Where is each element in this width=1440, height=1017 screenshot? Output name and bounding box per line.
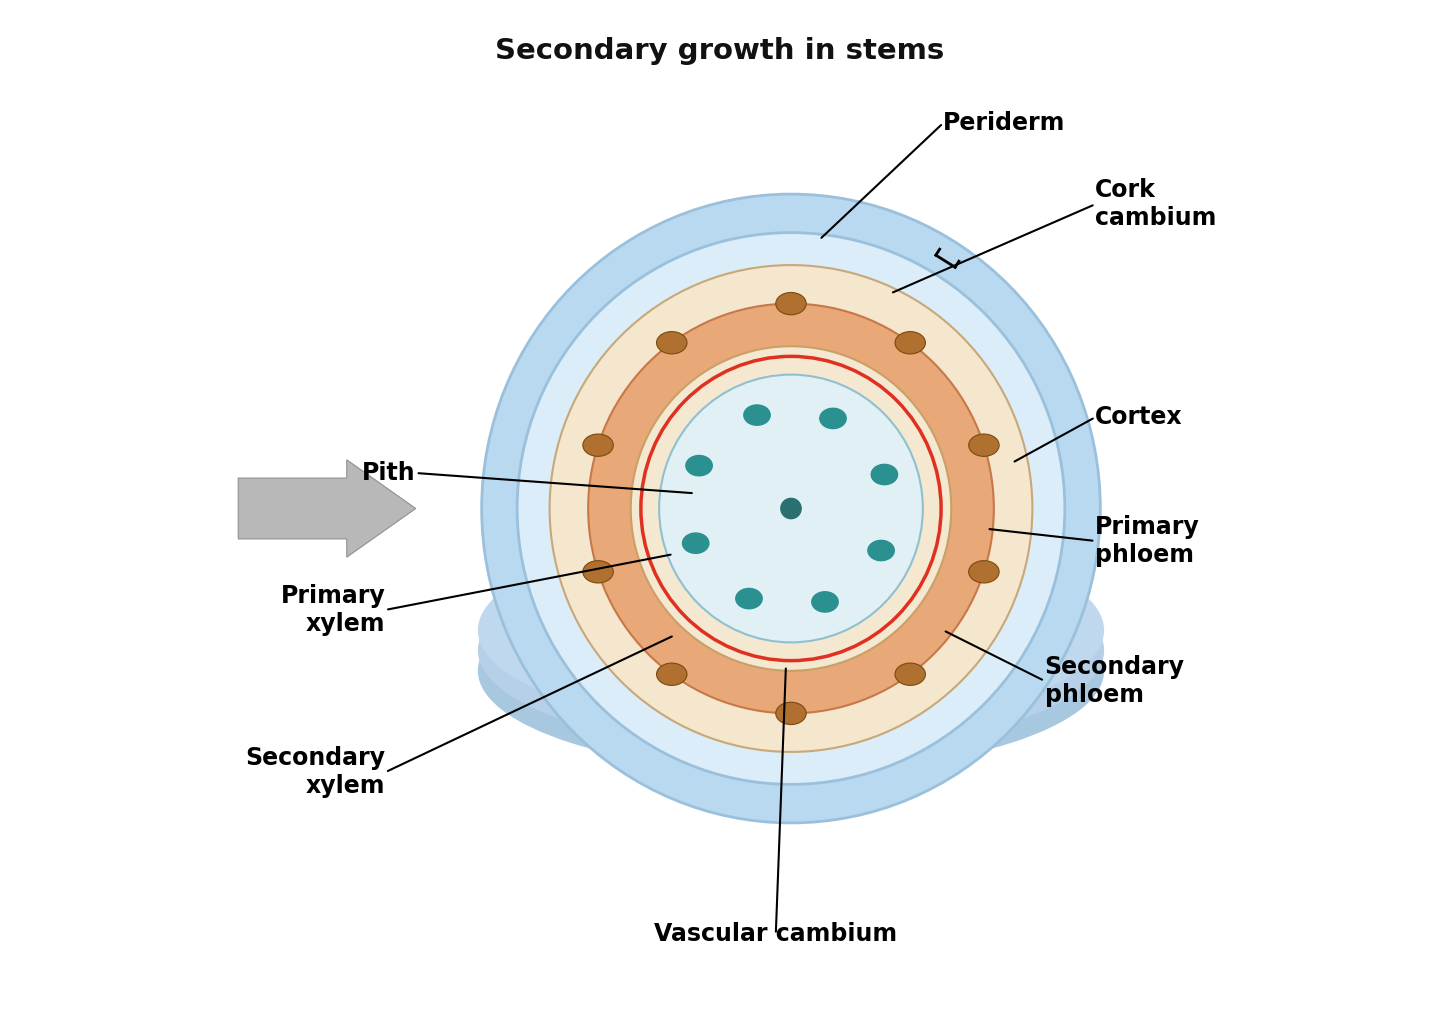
- Text: Secondary
phloem: Secondary phloem: [1044, 655, 1185, 707]
- Ellipse shape: [583, 560, 613, 583]
- Text: Primary
xylem: Primary xylem: [281, 584, 386, 636]
- Ellipse shape: [478, 571, 1103, 771]
- Ellipse shape: [871, 465, 897, 485]
- Ellipse shape: [819, 408, 847, 428]
- Ellipse shape: [660, 374, 923, 643]
- Text: Vascular cambium: Vascular cambium: [654, 922, 897, 947]
- Text: Secondary
xylem: Secondary xylem: [245, 746, 386, 798]
- Ellipse shape: [896, 663, 926, 685]
- Ellipse shape: [868, 540, 894, 560]
- Ellipse shape: [776, 293, 806, 315]
- Ellipse shape: [588, 304, 994, 713]
- Ellipse shape: [812, 592, 838, 612]
- Text: Cortex: Cortex: [1096, 405, 1182, 429]
- Ellipse shape: [896, 332, 926, 354]
- Text: Secondary growth in stems: Secondary growth in stems: [495, 37, 945, 65]
- Text: Primary
phloem: Primary phloem: [1096, 515, 1200, 566]
- Text: Pith: Pith: [361, 461, 416, 485]
- Ellipse shape: [657, 663, 687, 685]
- Ellipse shape: [776, 702, 806, 724]
- Ellipse shape: [969, 434, 999, 457]
- Ellipse shape: [517, 233, 1064, 784]
- Ellipse shape: [478, 550, 1103, 752]
- Polygon shape: [238, 460, 416, 557]
- Ellipse shape: [478, 530, 1103, 731]
- Ellipse shape: [550, 265, 1032, 752]
- Ellipse shape: [641, 356, 942, 661]
- Ellipse shape: [685, 456, 713, 476]
- Ellipse shape: [683, 533, 708, 553]
- Ellipse shape: [481, 194, 1100, 823]
- Ellipse shape: [657, 332, 687, 354]
- Ellipse shape: [631, 346, 952, 671]
- Text: Cork
cambium: Cork cambium: [1096, 178, 1217, 230]
- Ellipse shape: [583, 434, 613, 457]
- Circle shape: [780, 498, 801, 519]
- Text: Periderm: Periderm: [943, 111, 1066, 135]
- Ellipse shape: [969, 560, 999, 583]
- Ellipse shape: [736, 589, 762, 609]
- Ellipse shape: [744, 405, 770, 425]
